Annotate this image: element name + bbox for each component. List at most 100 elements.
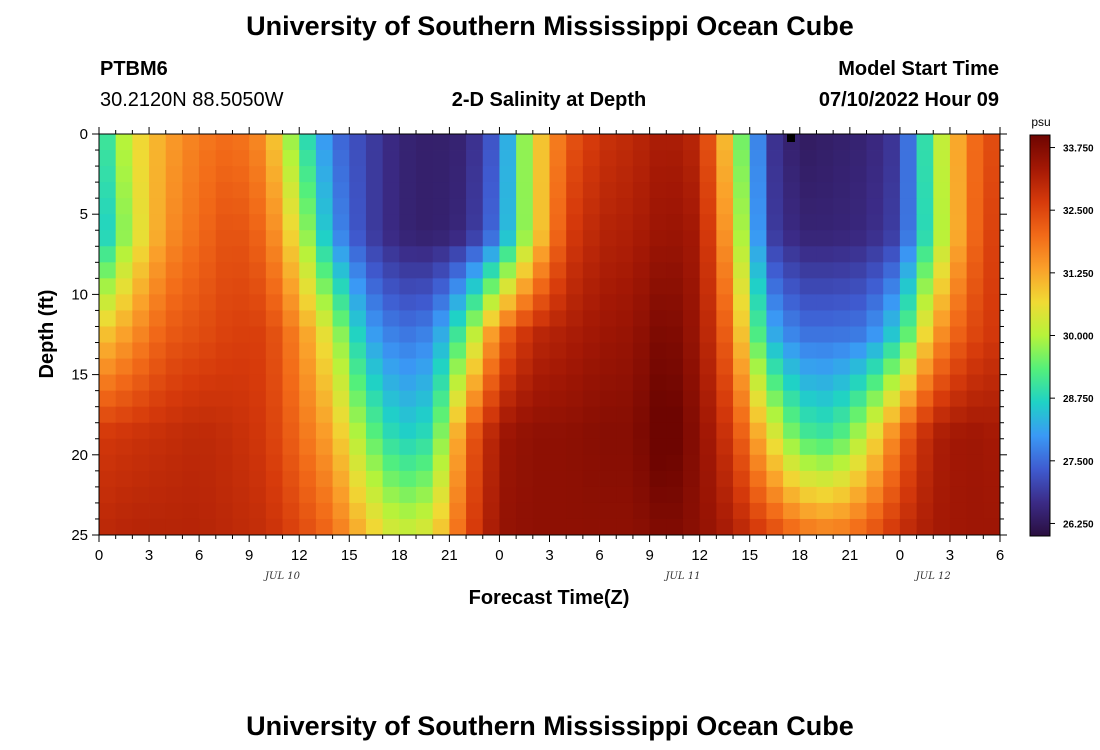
y-tick-label: 15 bbox=[71, 367, 88, 384]
heatmap-cell bbox=[816, 230, 834, 247]
heatmap-cell bbox=[99, 262, 117, 279]
heatmap-cell bbox=[265, 390, 283, 408]
heatmap-cell bbox=[849, 310, 867, 327]
heatmap-cell bbox=[582, 134, 600, 151]
heatmap-cell bbox=[749, 502, 767, 520]
heatmap-cell bbox=[399, 262, 417, 279]
heatmap-cell bbox=[849, 214, 867, 231]
heatmap-cell bbox=[632, 310, 651, 327]
heatmap-cell bbox=[466, 246, 484, 263]
heatmap-cell bbox=[699, 214, 717, 231]
heatmap-cell bbox=[649, 246, 667, 263]
heatmap-cell bbox=[165, 326, 183, 343]
heatmap-cell bbox=[299, 150, 317, 167]
heatmap-cell bbox=[499, 470, 517, 488]
heatmap-cell bbox=[349, 358, 367, 375]
heatmap-cell bbox=[616, 262, 634, 279]
heatmap-cell bbox=[349, 390, 367, 408]
heatmap-cell bbox=[516, 422, 534, 440]
heatmap-cell bbox=[516, 310, 534, 327]
heatmap-cell bbox=[766, 262, 784, 279]
heatmap-cell bbox=[399, 406, 417, 424]
heatmap-cell bbox=[649, 230, 667, 247]
heatmap-cell bbox=[315, 166, 333, 183]
heatmap-cell bbox=[699, 374, 717, 392]
heatmap-cell bbox=[382, 214, 400, 231]
heatmap-cell bbox=[416, 262, 434, 279]
heatmap-cell bbox=[516, 134, 534, 151]
heatmap-cell bbox=[766, 310, 784, 327]
heatmap-cell bbox=[632, 198, 651, 215]
heatmap-cell bbox=[783, 470, 801, 488]
heatmap-cell bbox=[149, 246, 167, 263]
heatmap-cell bbox=[399, 438, 417, 456]
heatmap-cell bbox=[733, 134, 751, 151]
heatmap-cell bbox=[532, 198, 550, 215]
heatmap-cell bbox=[432, 294, 450, 311]
heatmap-cell bbox=[332, 278, 350, 295]
heatmap-cell bbox=[816, 502, 834, 520]
heatmap-cell bbox=[733, 502, 751, 520]
heatmap-cell bbox=[916, 134, 934, 151]
heatmap-cell bbox=[666, 502, 684, 520]
heatmap-cell bbox=[115, 358, 133, 375]
heatmap-cell bbox=[966, 230, 984, 247]
heatmap-cell bbox=[666, 326, 684, 343]
heatmap-cell bbox=[682, 454, 701, 472]
heatmap-cell bbox=[466, 310, 484, 327]
heatmap-cell bbox=[749, 438, 767, 456]
heatmap-cell bbox=[399, 182, 417, 199]
heatmap-cell bbox=[883, 374, 901, 392]
heatmap-cell bbox=[649, 214, 667, 231]
heatmap-cell bbox=[766, 198, 784, 215]
heatmap-cell bbox=[632, 374, 651, 392]
heatmap-cell bbox=[449, 166, 467, 183]
heatmap-cell bbox=[966, 422, 984, 440]
heatmap-cell bbox=[649, 182, 667, 199]
heatmap-cell bbox=[916, 422, 934, 440]
heatmap-cell bbox=[282, 246, 300, 263]
heatmap-cell bbox=[866, 374, 884, 392]
heatmap-cell bbox=[299, 326, 317, 343]
heatmap-cell bbox=[833, 230, 851, 247]
heatmap-cell bbox=[983, 518, 1001, 536]
heatmap-cell bbox=[516, 342, 534, 359]
heatmap-cell bbox=[632, 166, 651, 183]
heatmap-cell bbox=[849, 166, 867, 183]
heatmap-cell bbox=[165, 406, 183, 424]
heatmap-cell bbox=[849, 150, 867, 167]
heatmap-cell bbox=[649, 390, 667, 408]
heatmap-cell bbox=[549, 454, 567, 472]
heatmap-cell bbox=[933, 262, 951, 279]
heatmap-cell bbox=[866, 326, 884, 343]
heatmap-cell bbox=[983, 198, 1001, 215]
heatmap-cell bbox=[783, 246, 801, 263]
heatmap-cell bbox=[549, 470, 567, 488]
heatmap-cell bbox=[616, 358, 634, 375]
heatmap-cell bbox=[115, 278, 133, 295]
x-tick-label: 12 bbox=[691, 547, 708, 564]
heatmap-cell bbox=[716, 358, 734, 375]
heatmap-cell bbox=[666, 406, 684, 424]
heatmap-cell bbox=[516, 150, 534, 167]
heatmap-cell bbox=[532, 150, 550, 167]
heatmap-cell bbox=[349, 406, 367, 424]
heatmap-cell bbox=[99, 422, 117, 440]
heatmap-cell bbox=[883, 166, 901, 183]
heatmap-cell bbox=[816, 486, 834, 504]
heatmap-cell bbox=[549, 406, 567, 424]
date-labels: JUL 10 JUL 11 JUL 12 bbox=[263, 571, 951, 582]
heatmap-cell bbox=[566, 246, 584, 263]
heatmap-cell bbox=[549, 326, 567, 343]
heatmap-cell bbox=[432, 214, 450, 231]
colorbar-tick-label: 30.000 bbox=[1063, 332, 1094, 343]
heatmap-cell bbox=[649, 310, 667, 327]
heatmap-cell bbox=[182, 502, 200, 520]
heatmap-cell bbox=[115, 166, 133, 183]
heatmap-cell bbox=[132, 166, 150, 183]
heatmap-cell bbox=[949, 342, 968, 359]
heatmap-cell bbox=[899, 182, 917, 199]
heatmap-cell bbox=[866, 166, 884, 183]
heatmap-cell bbox=[766, 342, 784, 359]
heatmap-cell bbox=[766, 358, 784, 375]
